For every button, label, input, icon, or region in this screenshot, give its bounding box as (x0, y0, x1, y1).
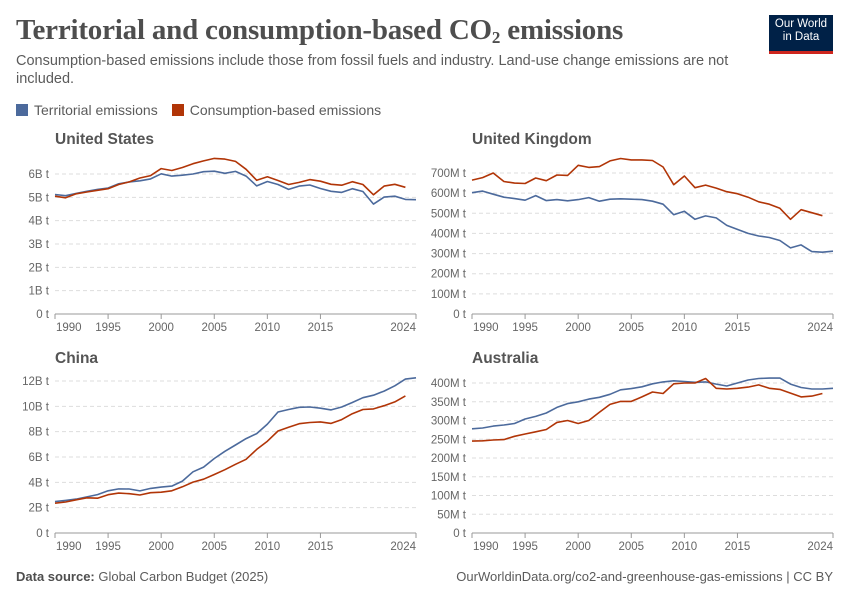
x-tick-label: 1990 (56, 322, 82, 334)
panel-united-states: United States 0 t 1B t 2B t 3B t 4B t 5B t 6B t… (29, 131, 417, 334)
x-tick-label: 2000 (148, 541, 174, 553)
series-line-consumption (54, 157, 406, 199)
x-tick-label: 2005 (201, 541, 227, 553)
logo-line: Our World (774, 18, 828, 30)
panel-title: Australia (472, 350, 539, 367)
y-tick-label: 0 t (36, 309, 50, 321)
x-tick-label: 2010 (672, 541, 698, 553)
x-tick-label: 1995 (512, 541, 538, 553)
panel-australia: Australia 0 t 50M t 100M t 150M t 200M t 250M … (431, 350, 834, 553)
y-tick-label: 0 t (453, 528, 467, 540)
x-tick-label: 2015 (308, 541, 334, 553)
x-tick-label: 1995 (95, 541, 121, 553)
x-tick-label: 2010 (255, 541, 281, 553)
y-tick-label: 100M t (431, 491, 467, 503)
panel-title: United Kingdom (472, 131, 592, 148)
y-tick-label: 2B t (29, 503, 50, 515)
x-tick-label: 2015 (725, 322, 751, 334)
x-tick-label: 2010 (672, 322, 698, 334)
y-tick-label: 8B t (29, 427, 50, 439)
y-tick-label: 200M t (431, 453, 467, 465)
legend-label: Territorial emissions (34, 102, 158, 118)
y-tick-label: 300M t (431, 249, 467, 261)
y-tick-label: 6B t (29, 452, 50, 464)
x-tick-label: 1990 (56, 541, 82, 553)
source-value[interactable]: Global Carbon Budget (2025) (94, 569, 269, 584)
x-tick-label: 1990 (473, 541, 499, 553)
series-line-consumption (54, 395, 406, 504)
y-tick-label: 700M t (431, 168, 467, 180)
y-tick-label: 400M t (431, 228, 467, 240)
legend-swatch (171, 104, 184, 116)
series-line-consumption (471, 377, 823, 442)
legend: Territorial emissions Consumption-based … (16, 102, 381, 118)
owid-logo[interactable]: Our World in Data (769, 15, 833, 54)
legend-item-consumption[interactable]: Consumption-based emissions (171, 102, 382, 118)
source-url[interactable]: OurWorldinData.org/co2-and-greenhouse-ga… (456, 569, 833, 584)
x-tick-label: 2024 (807, 322, 833, 334)
panel-title: United States (55, 131, 154, 148)
series-line-consumption (471, 157, 823, 221)
x-tick-label: 2000 (565, 322, 591, 334)
y-tick-label: 100M t (431, 289, 467, 301)
chart-title: Territorial and consumption-based CO2 em… (16, 14, 623, 47)
logo-line: in Data (782, 31, 820, 43)
y-tick-label: 400M t (431, 378, 467, 390)
y-tick-label: 5B t (29, 192, 50, 204)
y-tick-label: 250M t (431, 434, 467, 446)
title-text-end: emissions (500, 14, 624, 46)
y-tick-label: 0 t (453, 309, 467, 321)
legend-label: Consumption-based emissions (189, 102, 382, 118)
legend-item-territorial[interactable]: Territorial emissions (16, 102, 158, 118)
title-subscript: 2 (491, 28, 501, 47)
series-line-territorial (471, 377, 834, 430)
title-text: Territorial and consumption-based CO (16, 14, 492, 46)
x-tick-label: 2005 (201, 322, 227, 334)
y-tick-label: 2B t (29, 262, 50, 274)
x-tick-label: 2024 (390, 322, 416, 334)
y-tick-label: 3B t (29, 239, 50, 251)
panel-china: China 0 t 2B t 4B t 6B t 8B t 10B t 12B t 1990 19… (22, 350, 416, 553)
y-tick-label: 200M t (431, 269, 467, 281)
panel-united-kingdom: United Kingdom 0 t 100M t 200M t 300M t 400M … (431, 131, 834, 334)
x-tick-label: 1995 (512, 322, 538, 334)
y-tick-label: 12B t (22, 376, 50, 388)
y-tick-label: 4B t (29, 477, 50, 489)
legend-swatch (16, 104, 28, 116)
y-tick-label: 4B t (29, 216, 50, 228)
x-tick-label: 1995 (95, 322, 121, 334)
x-tick-label: 2000 (148, 322, 174, 334)
y-tick-label: 10B t (22, 401, 50, 413)
y-tick-label: 300M t (431, 416, 467, 428)
x-tick-label: 2010 (255, 322, 281, 334)
x-tick-label: 1990 (473, 322, 499, 334)
y-tick-label: 0 t (36, 528, 50, 540)
source-label: Data source: (16, 569, 95, 584)
x-tick-label: 2005 (618, 322, 644, 334)
series-line-territorial (471, 190, 834, 253)
series-line-territorial (54, 377, 417, 503)
panel-title: China (55, 350, 98, 367)
x-tick-label: 2024 (807, 541, 833, 553)
x-tick-label: 2015 (308, 322, 334, 334)
y-tick-label: 150M t (431, 472, 467, 484)
chart-subtitle: Consumption-based emissions include thos… (16, 53, 729, 87)
y-tick-label: 1B t (29, 286, 50, 298)
y-tick-label: 600M t (431, 188, 467, 200)
x-tick-label: 2000 (565, 541, 591, 553)
y-tick-label: 6B t (29, 169, 50, 181)
data-source: Data source: Global Carbon Budget (2025) (16, 569, 268, 584)
x-tick-label: 2024 (390, 541, 416, 553)
y-tick-label: 500M t (431, 208, 467, 220)
y-tick-label: 350M t (431, 397, 467, 409)
x-tick-label: 2005 (618, 541, 644, 553)
x-tick-label: 2015 (725, 541, 751, 553)
y-tick-label: 50M t (437, 509, 467, 521)
